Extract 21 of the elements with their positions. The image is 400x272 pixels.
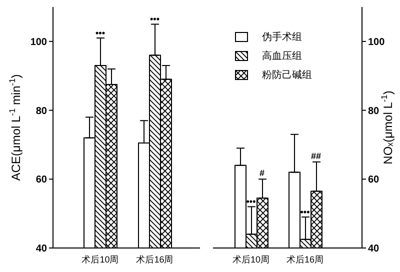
y-tick-label: 40 [368,244,380,255]
legend-label: 高血压组 [262,50,302,62]
y-tick-label: 100 [368,36,386,48]
x-tick-label: 术后16周 [286,254,324,264]
annotation: ••• [246,196,256,207]
legend-label: 粉防己碱组 [262,68,312,82]
x-tick-label: 术后10周 [232,254,270,264]
y-tick-label: 60 [368,174,380,186]
annotation: ## [310,150,322,161]
x-tick-label: 术后16周 [136,254,174,264]
legend-label: 伪手术组 [262,30,302,44]
annotation: # [259,168,265,178]
y-tick-label: 100 [30,36,48,48]
annotation: ••• [300,207,310,218]
annotation: ••• [96,28,105,38]
x-tick-label: 术后10周 [82,254,119,264]
y-tick-label: 60 [36,174,48,186]
annotation: ••• [150,14,160,24]
y-tick-label: 80 [36,106,48,117]
y-tick-label: 80 [368,106,380,117]
y-tick-label: 40 [36,244,48,255]
